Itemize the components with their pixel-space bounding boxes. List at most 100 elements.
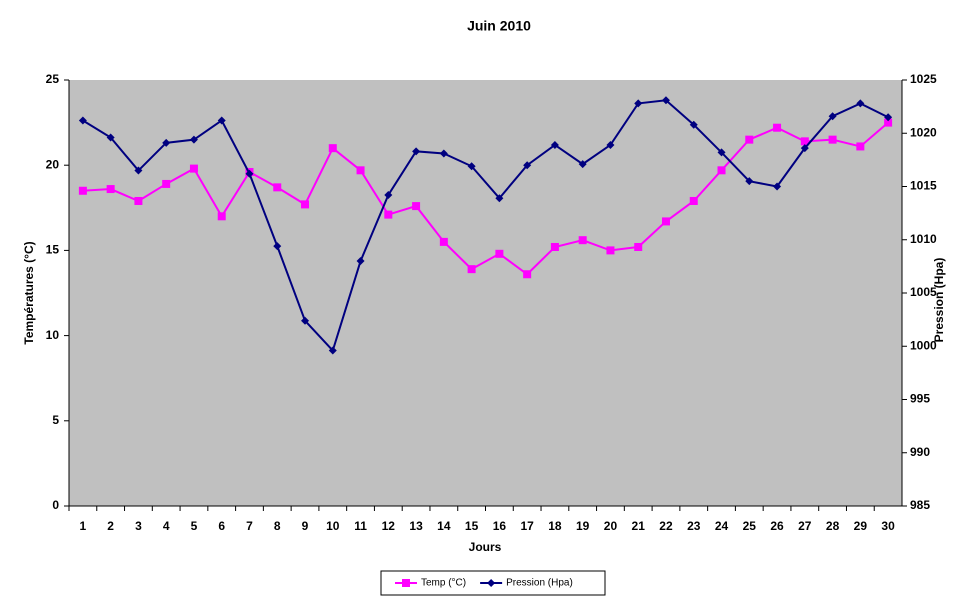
- y2-tick-label: 1025: [910, 72, 937, 86]
- y2-tick-label: 985: [910, 498, 930, 512]
- y-tick-label: 15: [46, 243, 60, 257]
- x-tick-label: 15: [465, 519, 479, 533]
- point: [301, 316, 310, 325]
- point: [328, 144, 337, 153]
- point: [523, 161, 532, 170]
- point: [856, 99, 865, 108]
- x-tick-label: 13: [409, 519, 423, 533]
- plot-area: [69, 80, 902, 506]
- x-tick-label: 23: [687, 519, 701, 533]
- point: [106, 133, 115, 142]
- point: [689, 196, 698, 205]
- point: [661, 217, 670, 226]
- legend-marker: [487, 579, 496, 587]
- legend-marker: [402, 579, 410, 587]
- point: [800, 144, 809, 153]
- x-tick-label: 20: [604, 519, 618, 533]
- point: [578, 236, 587, 245]
- y-axis-title: Températures (°C): [22, 241, 36, 344]
- point: [578, 160, 587, 169]
- y-tick-label: 0: [52, 498, 59, 512]
- x-tick-label: 26: [770, 519, 784, 533]
- point: [384, 191, 393, 200]
- x-tick-label: 9: [302, 519, 309, 533]
- point: [162, 138, 171, 147]
- x-tick-label: 29: [854, 519, 868, 533]
- point: [828, 135, 837, 144]
- x-tick-label: 25: [743, 519, 757, 533]
- x-tick-label: 2: [107, 519, 114, 533]
- point: [301, 200, 310, 209]
- point: [606, 246, 615, 255]
- y-tick-label: 20: [46, 157, 60, 171]
- x-tick-label: 14: [437, 519, 451, 533]
- point: [745, 177, 754, 186]
- point: [634, 99, 643, 108]
- y2-tick-label: 995: [910, 392, 930, 406]
- point: [189, 135, 198, 144]
- x-tick-label: 11: [354, 519, 367, 533]
- point: [661, 96, 670, 105]
- point: [78, 186, 87, 195]
- point: [745, 135, 754, 144]
- x-tick-label: 8: [274, 519, 281, 533]
- point: [78, 116, 87, 125]
- y2-tick-label: 1015: [910, 179, 937, 193]
- point: [550, 140, 559, 149]
- y2-tick-label: 990: [910, 445, 930, 459]
- x-tick-label: 27: [798, 519, 812, 533]
- point: [717, 148, 726, 157]
- point: [217, 116, 226, 125]
- y-tick-label: 25: [46, 72, 60, 86]
- point: [356, 257, 365, 266]
- point: [189, 164, 198, 173]
- x-tick-label: 24: [715, 519, 729, 533]
- point: [523, 270, 532, 279]
- point: [495, 194, 504, 203]
- point: [800, 137, 809, 146]
- point: [134, 166, 143, 175]
- point: [412, 202, 421, 211]
- legend-label: Pression (Hpa): [506, 578, 573, 589]
- y2-tick-label: 1010: [910, 232, 937, 246]
- point: [356, 166, 365, 175]
- point: [162, 179, 171, 188]
- point: [134, 196, 143, 205]
- point: [495, 249, 504, 258]
- series-line: [82, 99, 889, 353]
- y2-tick-label: 1005: [910, 285, 937, 299]
- point: [606, 140, 615, 149]
- point: [106, 185, 115, 194]
- y2-tick-label: 1020: [910, 125, 937, 139]
- x-tick-label: 7: [246, 519, 253, 533]
- x-tick-label: 17: [520, 519, 534, 533]
- point: [689, 120, 698, 129]
- point: [717, 166, 726, 175]
- point: [884, 113, 893, 122]
- x-tick-label: 21: [632, 519, 646, 533]
- x-tick-label: 3: [135, 519, 142, 533]
- x-tick-label: 1: [80, 519, 87, 533]
- x-tick-label: 19: [576, 519, 590, 533]
- point: [467, 265, 476, 274]
- point: [328, 346, 337, 355]
- x-tick-label: 16: [493, 519, 507, 533]
- x-tick-label: 4: [163, 519, 170, 533]
- point: [439, 237, 448, 246]
- x-tick-label: 30: [881, 519, 895, 533]
- point: [412, 147, 421, 156]
- y2-axis-title: Pression (Hpa): [932, 258, 946, 343]
- point: [273, 183, 282, 192]
- x-tick-label: 10: [326, 519, 340, 533]
- y-tick-label: 5: [52, 413, 59, 427]
- point: [273, 242, 282, 251]
- x-tick-label: 5: [191, 519, 198, 533]
- point: [634, 242, 643, 251]
- series-line: [82, 121, 889, 276]
- x-axis-title: Jours: [469, 540, 502, 554]
- y2-tick-label: 1000: [910, 338, 937, 352]
- point: [884, 118, 893, 127]
- point: [550, 242, 559, 251]
- chart-title: Juin 2010: [467, 18, 531, 34]
